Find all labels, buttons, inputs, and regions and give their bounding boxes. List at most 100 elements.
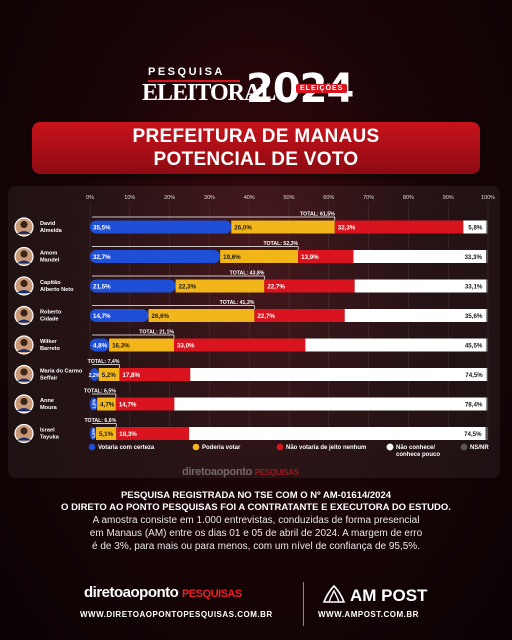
title-line-2: POTENCIAL DE VOTO xyxy=(153,149,359,170)
candidate-name: Almeida xyxy=(40,228,63,234)
candidate-name: Tayuka xyxy=(40,435,60,441)
candidate-avatar-shirt xyxy=(17,260,31,264)
legend-label: Não conhece/ xyxy=(396,445,435,451)
candidate-name: Moura xyxy=(40,405,58,411)
legend-swatch xyxy=(460,443,468,451)
bar-value-label: 78,4% xyxy=(465,401,483,408)
legend-label: NS/NR xyxy=(470,445,489,451)
x-tick-label: 0% xyxy=(86,195,94,201)
bar-segment xyxy=(486,397,488,411)
candidate-avatar-shirt xyxy=(17,408,31,411)
candidate-avatar-hair xyxy=(20,309,28,317)
watermark-suffix: PESQUISAS xyxy=(254,468,299,477)
bar-segment xyxy=(486,220,488,234)
x-tick-label: 50% xyxy=(283,195,294,201)
info-line-5: é de 3%, para mais ou para menos, com um… xyxy=(92,541,420,552)
bar-value-label: 2,2% xyxy=(89,373,101,379)
total-label: TOTAL: 6,5% xyxy=(84,389,116,395)
ampost-logo-icon xyxy=(322,584,346,603)
total-label: TOTAL: 21,1% xyxy=(139,330,174,336)
candidate-name: Capitão xyxy=(40,280,61,286)
bar-value-label: 35,6% xyxy=(465,313,483,320)
header-badge: ELEIÇÕES xyxy=(296,84,348,93)
x-tick-label: 70% xyxy=(363,195,374,201)
chart-watermark: diretoaoponto PESQUISAS xyxy=(182,466,299,478)
bar-segment xyxy=(486,279,488,293)
x-tick-label: 80% xyxy=(403,195,414,201)
bar-segment xyxy=(486,368,488,381)
bar-segment xyxy=(486,250,488,263)
bar-value-label: 19,6% xyxy=(223,254,241,261)
bar-segment xyxy=(119,368,191,381)
footer-divider xyxy=(303,582,304,626)
total-label: TOTAL: 6,6% xyxy=(84,418,116,424)
bar-value-label: 5,2% xyxy=(102,372,117,379)
bar-segment xyxy=(353,250,487,263)
bar-segment xyxy=(97,397,116,411)
bar-value-label: 5,8% xyxy=(468,224,483,231)
bar-value-label: 74,5% xyxy=(464,431,482,438)
bar-value-label: 1,8% xyxy=(92,399,97,409)
bar-segment xyxy=(98,368,120,381)
candidate-avatar-hair xyxy=(20,220,28,229)
bar-segment xyxy=(344,309,487,322)
legend-label: Não votaria de jeito nenhum xyxy=(286,445,366,451)
bar-value-label: 26,6% xyxy=(152,313,170,320)
candidate-avatar-shirt xyxy=(17,290,31,293)
legend-swatch xyxy=(386,443,394,451)
bar-value-label: 45,5% xyxy=(465,342,483,349)
candidate-name: Barreto xyxy=(40,346,60,352)
bar-segment xyxy=(175,279,265,293)
total-label: TOTAL: 43,8% xyxy=(230,271,265,277)
total-label: TOTAL: 61,5% xyxy=(300,212,335,218)
bar-value-label: 32,7% xyxy=(93,254,111,261)
candidate-avatar-shirt xyxy=(17,231,31,234)
footer-brand-name: diretoaoponto xyxy=(84,584,179,601)
bar-value-label: 4,8% xyxy=(93,342,108,349)
bar-value-label: 5,1% xyxy=(99,431,114,438)
bar-segment xyxy=(305,338,487,352)
bar-value-label: 17,8% xyxy=(122,372,140,379)
bar-segment xyxy=(90,338,110,352)
footer-url-direto: WWW.DIRETOAOPONTOPESQUISAS.COM.BR xyxy=(80,610,273,619)
bar-value-label: 18,3% xyxy=(119,431,137,438)
bar-segment xyxy=(486,309,488,322)
candidate-name: Seffair xyxy=(40,376,58,382)
bar-value-label: 33,0% xyxy=(177,342,195,349)
bar-value-label: 13,9% xyxy=(301,254,319,261)
bar-segment xyxy=(109,338,174,352)
bar-segment xyxy=(95,427,117,440)
candidate-name: Mandel xyxy=(40,258,60,264)
x-tick-label: 20% xyxy=(164,195,175,201)
bar-value-label: 14,7% xyxy=(93,313,111,320)
bar-segment xyxy=(486,338,488,352)
bar-segment xyxy=(90,220,232,234)
candidate-avatar-hair xyxy=(20,338,28,347)
total-label: TOTAL: 7,4% xyxy=(88,359,120,365)
bar-value-label: 32,3% xyxy=(338,224,356,231)
candidate-avatar-hair xyxy=(20,427,28,435)
x-tick-label: 40% xyxy=(244,195,255,201)
bar-value-label: 21,5% xyxy=(93,283,111,290)
candidate-avatar-shirt xyxy=(17,319,31,323)
stacked-bar-chart: 0% 10% 20% 30% 40% 50% 60% 70% 80% 90% 100%DavidAl… xyxy=(15,195,496,458)
bar-value-label: 33,3% xyxy=(464,254,482,261)
x-tick-label: 100% xyxy=(481,195,495,201)
info-line-3: A amostra consiste em 1.000 entrevistas,… xyxy=(92,515,420,526)
legend-label: Poderia votar xyxy=(202,445,241,451)
bar-value-label: 16,3% xyxy=(112,342,130,349)
title-line-1: PREFEITURA DE MANAUS xyxy=(132,126,380,147)
bar-segment xyxy=(90,397,98,411)
x-tick-label: 30% xyxy=(204,195,215,201)
bar-value-label: 35,5% xyxy=(93,224,111,231)
total-label: TOTAL: 41,3% xyxy=(220,300,255,306)
bar-segment xyxy=(254,309,345,322)
bar-segment xyxy=(190,368,487,381)
bar-segment xyxy=(354,279,487,293)
legend-swatch xyxy=(192,443,200,451)
legend-label: conhece pouco xyxy=(396,452,440,458)
footer-brand-suffix: PESQUISAS xyxy=(182,588,242,600)
survey-info: PESQUISA REGISTRADA NO TSE COM O Nº AM-0… xyxy=(0,490,512,553)
candidate-name: Anne xyxy=(40,398,54,404)
bar-value-label: 26,0% xyxy=(234,224,252,231)
